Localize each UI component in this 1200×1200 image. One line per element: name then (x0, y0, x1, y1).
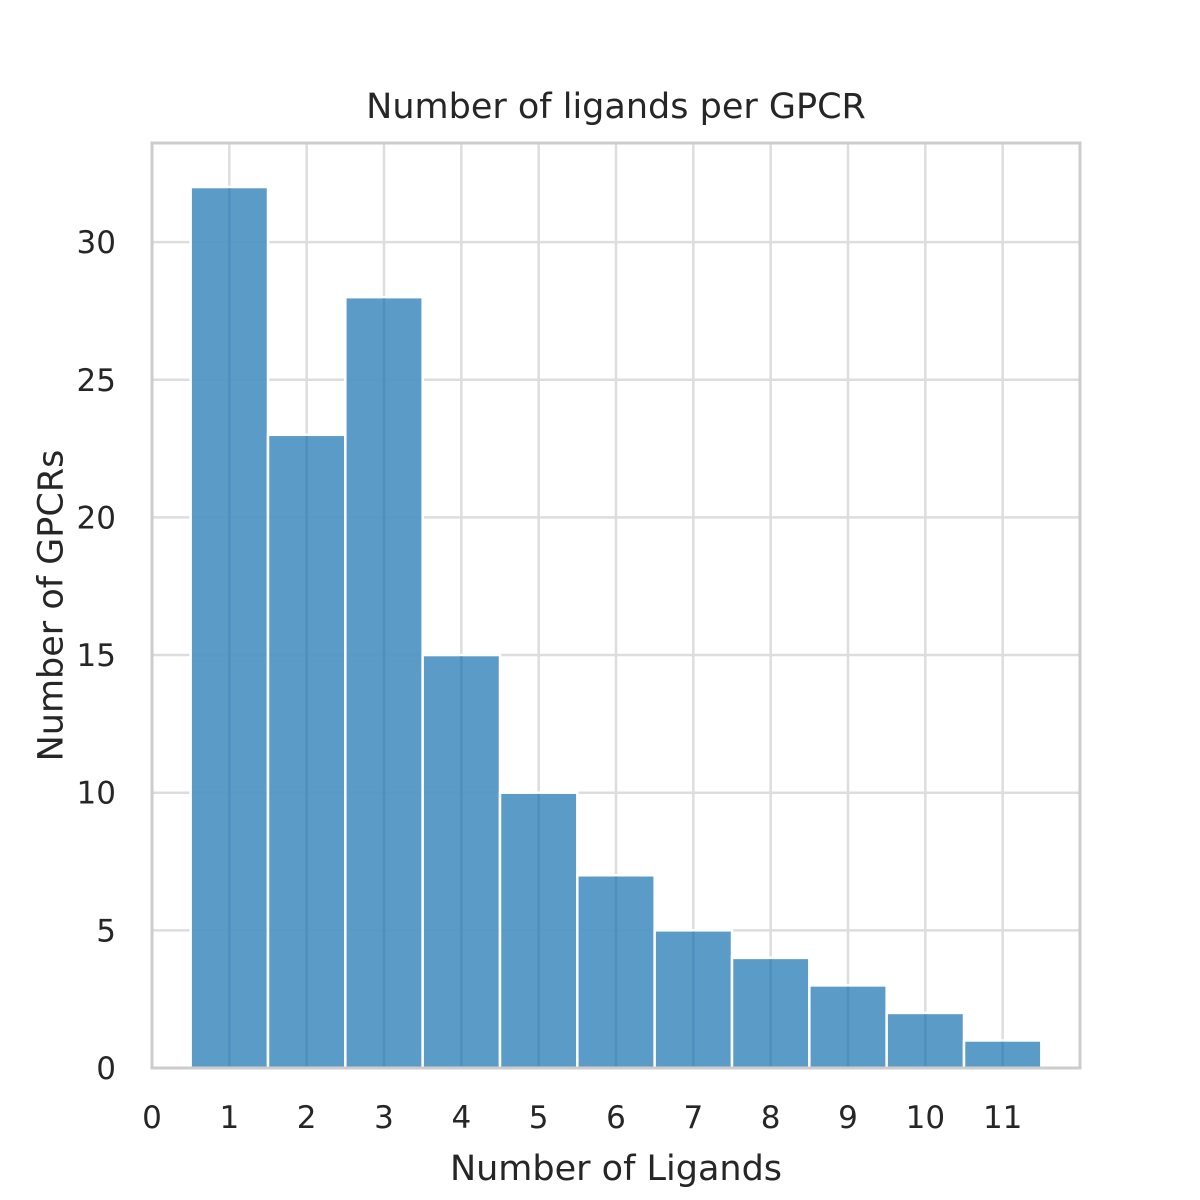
bar-5 (498, 791, 579, 1070)
bar-11 (962, 1039, 1043, 1070)
bar-10 (885, 1011, 966, 1070)
y-tick-label: 25 (77, 363, 116, 399)
x-axis-label: Number of Ligands (450, 1149, 782, 1189)
bar-3 (344, 295, 424, 1070)
y-tick-label: 20 (77, 500, 116, 536)
x-tick-label: 11 (983, 1100, 1022, 1136)
bar-8 (730, 956, 811, 1070)
x-tick-label: 6 (606, 1100, 626, 1136)
x-tick-label: 7 (683, 1100, 703, 1136)
bars (189, 185, 1043, 1070)
y-tick-label: 5 (96, 913, 116, 949)
bar-6 (576, 874, 656, 1070)
x-tick-label: 3 (374, 1100, 394, 1136)
grid-lines (150, 143, 1080, 1070)
x-tick-label: 1 (219, 1100, 239, 1136)
x-tick-label: 8 (761, 1100, 781, 1136)
x-tick-labels: 0 1 2 3 4 5 6 7 8 9 10 11 (142, 1100, 1022, 1136)
bin-center-lines (228, 188, 1004, 1068)
chart-title: Number of ligands per GPCR (366, 87, 866, 127)
y-tick-label: 30 (77, 225, 116, 261)
plot-frame (150, 141, 1082, 1070)
x-tick-label: 5 (529, 1100, 549, 1136)
y-tick-label: 0 (96, 1051, 116, 1087)
x-tick-label: 4 (451, 1100, 471, 1136)
y-tick-label: 10 (77, 776, 116, 812)
x-tick-label: 2 (297, 1100, 317, 1136)
y-tick-label: 15 (77, 638, 116, 674)
bar-4 (421, 653, 502, 1070)
y-tick-labels: 0 5 10 15 20 25 30 (77, 225, 116, 1087)
y-axis-label: Number of GPCRs (31, 450, 71, 762)
x-tick-label: 0 (142, 1100, 162, 1136)
x-tick-label: 10 (906, 1100, 945, 1136)
x-tick-label: 9 (838, 1100, 858, 1136)
